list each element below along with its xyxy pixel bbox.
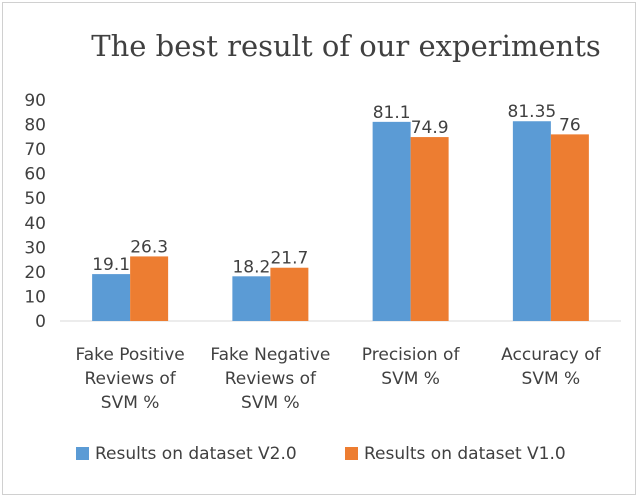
x-category-label: Precision of SVM % xyxy=(362,345,461,389)
legend-swatch xyxy=(76,447,89,460)
x-axis-categories: Fake Positive Reviews of SVM % Fake Negativ… xyxy=(75,345,601,413)
data-label: 81.35 xyxy=(508,102,557,122)
bar-v2-2 xyxy=(372,121,411,321)
data-label: 76 xyxy=(559,115,581,135)
x-category-label: Fake Positive Reviews of SVM % xyxy=(75,345,184,413)
legend-label: Results on dataset V2.0 xyxy=(95,444,297,464)
y-tick-label: 90 xyxy=(24,91,46,111)
data-label: 74.9 xyxy=(411,118,449,138)
y-tick-label: 60 xyxy=(24,165,46,185)
y-tick-label: 30 xyxy=(24,238,46,258)
x-category-label: Fake Negative Reviews of SVM % xyxy=(210,345,330,413)
bar-v1-1 xyxy=(270,267,309,321)
bar-v2-3 xyxy=(512,121,551,321)
y-tick-label: 50 xyxy=(24,189,46,209)
y-tick-label: 80 xyxy=(24,116,46,136)
data-label: 18.2 xyxy=(232,257,270,277)
legend-label: Results on dataset V1.0 xyxy=(364,444,566,464)
data-label: 26.3 xyxy=(130,237,168,257)
chart-title: The best result of our experiments xyxy=(91,29,601,63)
y-axis: 0 10 20 30 40 50 60 70 80 90 xyxy=(24,91,621,332)
x-category-label: Accuracy of SVM % xyxy=(501,345,601,389)
bar-series xyxy=(92,121,589,321)
y-tick-label: 0 xyxy=(35,312,46,332)
bar-v2-0 xyxy=(92,274,131,321)
legend-swatch xyxy=(345,447,358,460)
y-tick-label: 70 xyxy=(24,140,46,160)
y-tick-label: 10 xyxy=(24,287,46,307)
y-tick-label: 20 xyxy=(24,263,46,283)
bar-v2-1 xyxy=(232,276,271,321)
data-labels: 19.1 18.2 81.1 81.35 26.3 21.7 74.9 76 xyxy=(92,102,581,277)
data-label: 81.1 xyxy=(373,103,411,123)
data-label: 21.7 xyxy=(270,249,308,269)
data-label: 19.1 xyxy=(92,255,130,275)
bar-v1-2 xyxy=(410,137,449,321)
y-tick-label: 40 xyxy=(24,214,46,234)
chart-legend: Results on dataset V2.0 Results on datase… xyxy=(76,444,566,464)
bar-v1-3 xyxy=(550,134,589,321)
bar-v1-0 xyxy=(130,256,169,321)
